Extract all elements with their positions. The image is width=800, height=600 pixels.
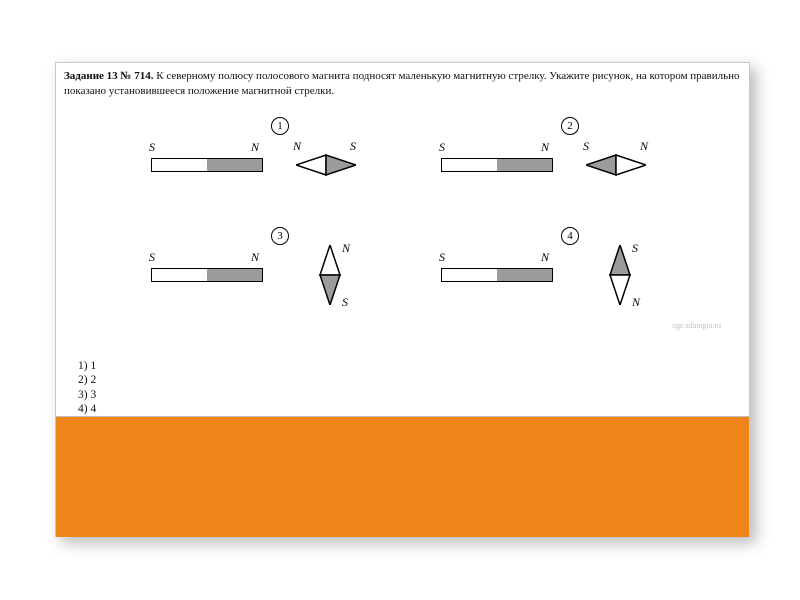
magnet-body — [151, 158, 263, 172]
bar-magnet: S N — [441, 268, 553, 282]
figure-1: 1 S N N S — [136, 113, 416, 213]
magnet-s-half — [152, 269, 207, 281]
needle-icon — [316, 245, 344, 305]
problem-panel: Задание 13 № 714. К северному полюсу пол… — [56, 63, 749, 417]
pole-label-n: N — [541, 250, 549, 265]
answer-option-3: 3) 3 — [78, 388, 96, 402]
pole-label-s: S — [439, 140, 445, 155]
magnet-s-half — [152, 159, 207, 171]
compass-needle-1: N S — [296, 151, 356, 179]
compass-needle-2: S N — [586, 151, 646, 179]
figure-number-2: 2 — [561, 117, 579, 135]
magnet-body — [441, 268, 553, 282]
answer-panel — [56, 417, 749, 537]
bar-magnet: S N — [151, 268, 263, 282]
needle-s-label: S — [350, 139, 356, 154]
magnet-n-half — [497, 159, 552, 171]
figure-2: 2 S N S N — [426, 113, 706, 213]
needle-n-label: N — [640, 139, 648, 154]
compass-needle-4: S N — [606, 245, 634, 305]
needle-icon — [586, 151, 646, 179]
figures-area: 1 S N N S — [56, 113, 749, 343]
needle-s-label: S — [583, 139, 589, 154]
magnet-body — [441, 158, 553, 172]
magnet-s-half — [442, 159, 497, 171]
needle-s-label: S — [632, 241, 638, 256]
figure-number-1: 1 — [271, 117, 289, 135]
answer-options: 1) 1 2) 2 3) 3 4) 4 — [78, 359, 96, 417]
pole-label-s: S — [149, 250, 155, 265]
problem-text: Задание 13 № 714. К северному полюсу пол… — [64, 69, 741, 99]
needle-icon — [606, 245, 634, 305]
needle-s-label: S — [342, 295, 348, 310]
needle-n-label: N — [293, 139, 301, 154]
needle-n-label: N — [632, 295, 640, 310]
magnet-body — [151, 268, 263, 282]
figure-3: 3 S N N S — [136, 223, 416, 323]
figure-number-4: 4 — [561, 227, 579, 245]
magnet-n-half — [207, 269, 262, 281]
pole-label-n: N — [541, 140, 549, 155]
magnet-n-half — [207, 159, 262, 171]
problem-title: Задание 13 № 714. — [64, 70, 153, 82]
magnet-s-half — [442, 269, 497, 281]
pole-label-s: S — [439, 250, 445, 265]
answer-option-2: 2) 2 — [78, 373, 96, 387]
answer-option-4: 4) 4 — [78, 402, 96, 416]
bar-magnet: S N — [441, 158, 553, 172]
compass-needle-3: N S — [316, 245, 344, 305]
answer-option-1: 1) 1 — [78, 359, 96, 373]
problem-body: К северному полюсу полосового магнита по… — [64, 70, 740, 97]
needle-n-label: N — [342, 241, 350, 256]
pole-label-s: S — [149, 140, 155, 155]
pole-label-n: N — [251, 140, 259, 155]
bar-magnet: S N — [151, 158, 263, 172]
slide-card: Задание 13 № 714. К северному полюсу пол… — [55, 62, 750, 537]
pole-label-n: N — [251, 250, 259, 265]
needle-icon — [296, 151, 356, 179]
figure-number-3: 3 — [271, 227, 289, 245]
figure-4: 4 S N S N — [426, 223, 706, 323]
magnet-n-half — [497, 269, 552, 281]
watermark: oge.sdamgia.ru — [672, 321, 721, 330]
